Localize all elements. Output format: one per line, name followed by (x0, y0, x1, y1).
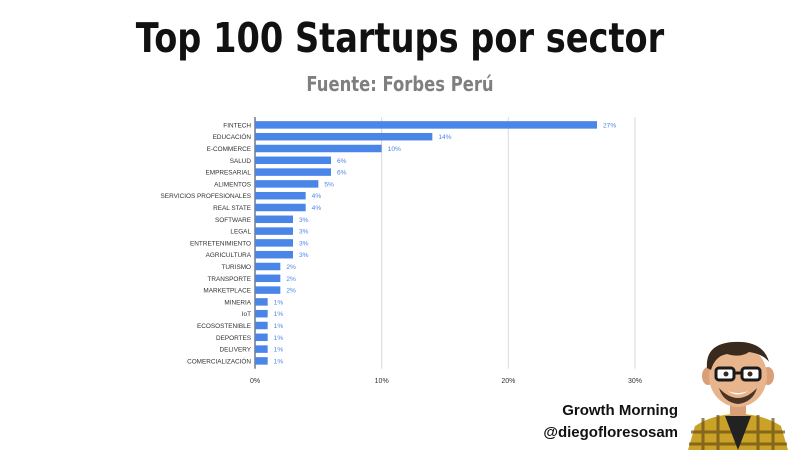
data-label: 14% (438, 134, 451, 141)
category-label: TURISMO (222, 264, 251, 271)
bar (255, 168, 331, 176)
data-label: 1% (274, 311, 284, 318)
bar (255, 203, 306, 212)
brand-credit: Growth Morning (562, 402, 678, 419)
bar (255, 286, 281, 294)
bar (255, 215, 293, 224)
bar (255, 262, 281, 271)
data-label: 10% (388, 146, 401, 153)
bar (255, 191, 306, 200)
data-label: 4% (312, 193, 322, 200)
chart-title: Top 100 Startups por sector (135, 14, 665, 62)
data-label: 3% (299, 240, 309, 247)
bar (255, 239, 293, 247)
bar (255, 298, 268, 306)
category-label: ECOSOSTENIBLE (197, 323, 251, 330)
data-label: 5% (324, 181, 334, 188)
bar (255, 357, 268, 365)
data-label: 1% (274, 299, 284, 306)
bar (255, 309, 268, 318)
data-label: 2% (286, 276, 296, 283)
category-label: DEPORTES (216, 335, 251, 342)
bar (255, 156, 331, 165)
bar (255, 121, 597, 129)
category-label: SOFTWARE (215, 217, 251, 224)
bar (255, 144, 382, 153)
category-label: IoT (242, 311, 251, 318)
category-label: EDUCACIÓN (213, 132, 252, 141)
bar (255, 132, 433, 141)
x-tick-label: 30% (628, 378, 642, 385)
x-tick-label: 10% (375, 378, 389, 385)
data-label: 27% (603, 122, 616, 129)
category-label: COMERCIALIZACIÓN (187, 356, 251, 365)
data-label: 1% (274, 358, 284, 365)
category-label: REAL STATE (213, 205, 251, 212)
category-label: ENTRETENIMIENTO (190, 240, 251, 247)
data-label: 6% (337, 158, 347, 165)
category-label: SERVICIOS PROFESIONALES (161, 193, 251, 200)
category-label: DELIVERY (220, 347, 252, 354)
avatar-illustration (688, 341, 788, 450)
data-label: 3% (299, 229, 309, 236)
author-handle: @diegofloresosam (543, 424, 678, 441)
data-label: 6% (337, 170, 347, 177)
x-tick-label: 20% (501, 378, 515, 385)
bar (255, 227, 293, 235)
data-label: 4% (312, 205, 322, 212)
category-label: FINTECH (223, 122, 251, 129)
category-label: ALIMENTOS (214, 181, 251, 188)
category-label: AGRICULTURA (206, 252, 252, 259)
category-label: MINERIA (224, 299, 251, 306)
bar (255, 250, 293, 259)
category-label: E-COMMERCE (207, 146, 251, 153)
data-label: 1% (274, 323, 284, 330)
data-label: 3% (299, 217, 309, 224)
bar (255, 333, 268, 342)
category-label: EMPRESARIAL (206, 170, 252, 177)
data-label: 1% (274, 347, 284, 354)
bar (255, 345, 268, 353)
x-tick-label: 0% (250, 378, 260, 385)
bar (255, 321, 268, 330)
data-label: 1% (274, 335, 284, 342)
bar (255, 274, 281, 283)
bar (255, 180, 319, 188)
data-label: 2% (286, 264, 296, 271)
category-label: MARKETPLACE (203, 288, 251, 295)
category-label: LEGAL (230, 229, 251, 236)
chart-subtitle: Fuente: Forbes Perú (306, 72, 494, 96)
category-label: SALUD (230, 158, 252, 165)
data-label: 2% (286, 288, 296, 295)
category-label: TRANSPORTE (207, 276, 251, 283)
data-label: 3% (299, 252, 309, 259)
